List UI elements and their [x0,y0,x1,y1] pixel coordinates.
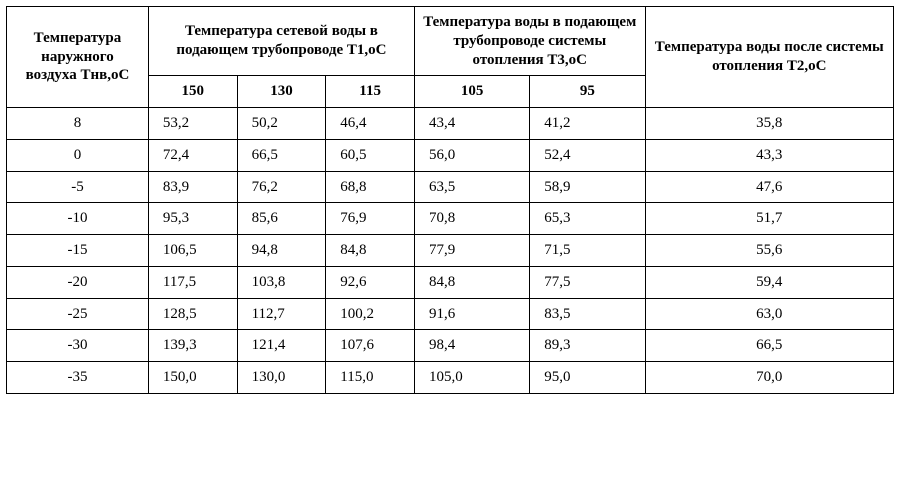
cell-value: 68,8 [326,171,415,203]
cell-outdoor-temp: -10 [7,203,149,235]
cell-value: 91,6 [414,298,529,330]
cell-value: 112,7 [237,298,326,330]
cell-value: 89,3 [530,330,645,362]
cell-outdoor-temp: -15 [7,235,149,267]
cell-value: 47,6 [645,171,893,203]
cell-value: 139,3 [148,330,237,362]
cell-value: 84,8 [326,235,415,267]
cell-value: 43,4 [414,108,529,140]
cell-value: 41,2 [530,108,645,140]
cell-value: 66,5 [645,330,893,362]
cell-value: 60,5 [326,139,415,171]
cell-value: 51,7 [645,203,893,235]
cell-value: 76,9 [326,203,415,235]
cell-value: 107,6 [326,330,415,362]
table-row: -30 139,3 121,4 107,6 98,4 89,3 66,5 [7,330,894,362]
cell-value: 83,9 [148,171,237,203]
cell-value: 70,0 [645,362,893,394]
cell-value: 59,4 [645,266,893,298]
cell-value: 83,5 [530,298,645,330]
cell-value: 50,2 [237,108,326,140]
subheader-105: 105 [414,76,529,108]
cell-value: 70,8 [414,203,529,235]
cell-value: 65,3 [530,203,645,235]
table-row: 8 53,2 50,2 46,4 43,4 41,2 35,8 [7,108,894,140]
header-outdoor-temp: Температура наружного воздуха Тнв,оС [7,7,149,108]
cell-value: 128,5 [148,298,237,330]
cell-value: 121,4 [237,330,326,362]
cell-value: 72,4 [148,139,237,171]
cell-value: 150,0 [148,362,237,394]
header-supply-pipe-t1: Температура сетевой воды в подающем труб… [148,7,414,76]
cell-value: 46,4 [326,108,415,140]
cell-value: 105,0 [414,362,529,394]
cell-value: 85,6 [237,203,326,235]
table-row: -10 95,3 85,6 76,9 70,8 65,3 51,7 [7,203,894,235]
cell-value: 63,0 [645,298,893,330]
cell-outdoor-temp: -20 [7,266,149,298]
header-return-t2: Температура воды после системы отопления… [645,7,893,108]
cell-value: 71,5 [530,235,645,267]
header-heating-supply-t3: Температура воды в подающем трубопроводе… [414,7,645,76]
cell-outdoor-temp: 0 [7,139,149,171]
table-row: -25 128,5 112,7 100,2 91,6 83,5 63,0 [7,298,894,330]
cell-value: 53,2 [148,108,237,140]
cell-value: 56,0 [414,139,529,171]
table-header: Температура наружного воздуха Тнв,оС Тем… [7,7,894,108]
cell-value: 77,9 [414,235,529,267]
cell-value: 77,5 [530,266,645,298]
subheader-95: 95 [530,76,645,108]
cell-value: 66,5 [237,139,326,171]
cell-value: 58,9 [530,171,645,203]
cell-outdoor-temp: -35 [7,362,149,394]
table-row: -20 117,5 103,8 92,6 84,8 77,5 59,4 [7,266,894,298]
cell-value: 103,8 [237,266,326,298]
cell-value: 35,8 [645,108,893,140]
cell-value: 76,2 [237,171,326,203]
cell-value: 94,8 [237,235,326,267]
cell-value: 95,3 [148,203,237,235]
cell-outdoor-temp: -25 [7,298,149,330]
cell-outdoor-temp: -30 [7,330,149,362]
table-body: 8 53,2 50,2 46,4 43,4 41,2 35,8 0 72,4 6… [7,108,894,394]
subheader-115: 115 [326,76,415,108]
table-row: -5 83,9 76,2 68,8 63,5 58,9 47,6 [7,171,894,203]
cell-value: 55,6 [645,235,893,267]
subheader-130: 130 [237,76,326,108]
cell-value: 84,8 [414,266,529,298]
table-row: -15 106,5 94,8 84,8 77,9 71,5 55,6 [7,235,894,267]
subheader-150: 150 [148,76,237,108]
cell-outdoor-temp: 8 [7,108,149,140]
cell-value: 100,2 [326,298,415,330]
cell-value: 115,0 [326,362,415,394]
cell-value: 95,0 [530,362,645,394]
table-row: -35 150,0 130,0 115,0 105,0 95,0 70,0 [7,362,894,394]
cell-value: 98,4 [414,330,529,362]
cell-value: 130,0 [237,362,326,394]
cell-outdoor-temp: -5 [7,171,149,203]
temperature-schedule-table: Температура наружного воздуха Тнв,оС Тем… [6,6,894,394]
cell-value: 52,4 [530,139,645,171]
cell-value: 117,5 [148,266,237,298]
cell-value: 106,5 [148,235,237,267]
cell-value: 43,3 [645,139,893,171]
cell-value: 63,5 [414,171,529,203]
table-row: 0 72,4 66,5 60,5 56,0 52,4 43,3 [7,139,894,171]
cell-value: 92,6 [326,266,415,298]
